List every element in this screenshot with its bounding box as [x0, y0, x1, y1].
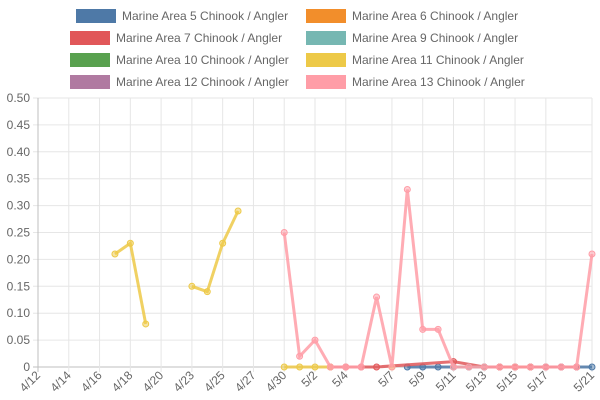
data-point [480, 363, 488, 371]
data-point [311, 363, 319, 371]
chart-axes: 0 0.05 0.10 0.15 0.20 0.25 0.30 0.35 0.40 0.45 0.5… [7, 91, 598, 395]
legend-item[interactable]: Marine Area 12 Chinook / Angler [70, 73, 289, 91]
series-line [191, 210, 240, 294]
legend-label: Marine Area 9 Chinook / Angler [352, 31, 519, 45]
legend-item[interactable]: Marine Area 13 Chinook / Angler [306, 73, 525, 91]
x-tick-label: 4/30 [263, 368, 290, 395]
legend-swatch [70, 31, 110, 45]
data-point [126, 239, 134, 247]
data-point [434, 325, 442, 333]
data-point [296, 363, 304, 371]
legend-label: Marine Area 12 Chinook / Angler [116, 75, 289, 89]
data-point [526, 363, 534, 371]
data-point [311, 336, 319, 344]
legend-item[interactable]: Marine Area 10 Chinook / Angler [70, 51, 289, 69]
data-point [342, 363, 350, 371]
legend-swatch [306, 53, 346, 67]
x-tick-label: 4/27 [232, 368, 259, 395]
x-tick-label: 4/20 [140, 368, 167, 395]
y-tick-label: 0.45 [7, 118, 31, 132]
legend-item[interactable]: Marine Area 9 Chinook / Angler [306, 29, 518, 47]
legend-label: Marine Area 11 Chinook / Angler [352, 53, 524, 67]
legend-item[interactable]: Marine Area 5 Chinook / Angler [76, 7, 288, 25]
x-tick-label: 4/12 [17, 368, 44, 395]
x-tick-label: 5/11 [433, 368, 459, 394]
data-point [557, 363, 565, 371]
data-point [403, 185, 411, 193]
legend-item[interactable]: Marine Area 6 Chinook / Angler [306, 7, 518, 25]
x-tick-label: 4/18 [109, 368, 136, 395]
data-point [573, 363, 581, 371]
data-point [234, 207, 242, 215]
legend-swatch [76, 9, 116, 23]
legend-swatch [70, 53, 110, 67]
y-tick-label: 0.35 [7, 172, 31, 186]
legend-label: Marine Area 13 Chinook / Angler [352, 75, 525, 89]
y-tick-label: 0.40 [7, 145, 31, 159]
y-tick-label: 0.05 [7, 333, 31, 347]
legend-label: Marine Area 7 Chinook / Angler [116, 31, 283, 45]
data-point [357, 363, 365, 371]
chart-legend: Marine Area 5 Chinook / Angler Marine Are… [0, 0, 600, 94]
data-point [203, 288, 211, 296]
data-point [419, 325, 427, 333]
data-point [296, 352, 304, 360]
data-point [542, 363, 550, 371]
data-point [588, 250, 596, 258]
legend-label: Marine Area 6 Chinook / Angler [352, 9, 519, 23]
data-point [588, 363, 596, 371]
x-tick-label: 5/15 [494, 368, 521, 395]
legend-swatch [306, 75, 346, 89]
y-tick-label: 0.10 [7, 306, 31, 320]
y-tick-label: 0.30 [7, 199, 31, 213]
y-tick-label: 0 [23, 360, 30, 374]
legend-label: Marine Area 10 Chinook / Angler [116, 53, 289, 67]
x-tick-label: 5/7 [375, 368, 397, 390]
x-tick-label: 5/4 [329, 368, 351, 390]
legend-label: Marine Area 5 Chinook / Angler [122, 9, 289, 23]
x-tick-label: 4/16 [78, 368, 105, 395]
data-point [450, 363, 457, 371]
x-tick-label: 4/14 [47, 368, 74, 395]
x-tick-label: 5/9 [406, 368, 428, 390]
legend-swatch [306, 9, 346, 23]
legend-swatch [306, 31, 346, 45]
data-point [188, 282, 196, 290]
data-point [373, 293, 381, 301]
data-point [465, 363, 473, 371]
data-point [388, 363, 396, 371]
x-tick-label: 5/13 [463, 368, 490, 395]
legend-swatch [70, 75, 110, 89]
data-point [280, 363, 288, 371]
chart-series [111, 185, 596, 371]
y-tick-label: 0.20 [7, 252, 31, 266]
y-tick-label: 0.15 [7, 279, 31, 293]
data-point [496, 363, 504, 371]
x-tick-label: 5/2 [298, 368, 320, 390]
x-tick-label: 4/23 [171, 368, 198, 395]
y-tick-label: 0.25 [7, 226, 31, 240]
data-point [326, 363, 334, 371]
data-point [434, 363, 442, 371]
x-tick-label: 5/17 [525, 368, 552, 395]
data-point [280, 229, 288, 236]
y-tick-label: 0.50 [7, 91, 31, 105]
data-point [219, 239, 227, 247]
legend-item[interactable]: Marine Area 11 Chinook / Angler [306, 51, 524, 69]
data-point [111, 250, 119, 258]
x-tick-label: 4/25 [201, 368, 228, 395]
data-point [142, 320, 150, 328]
legend-item[interactable]: Marine Area 7 Chinook / Angler [70, 29, 282, 47]
data-point [511, 363, 519, 371]
x-tick-label: 5/21 [571, 368, 598, 395]
chart-grid [33, 97, 593, 372]
data-point [373, 363, 381, 371]
